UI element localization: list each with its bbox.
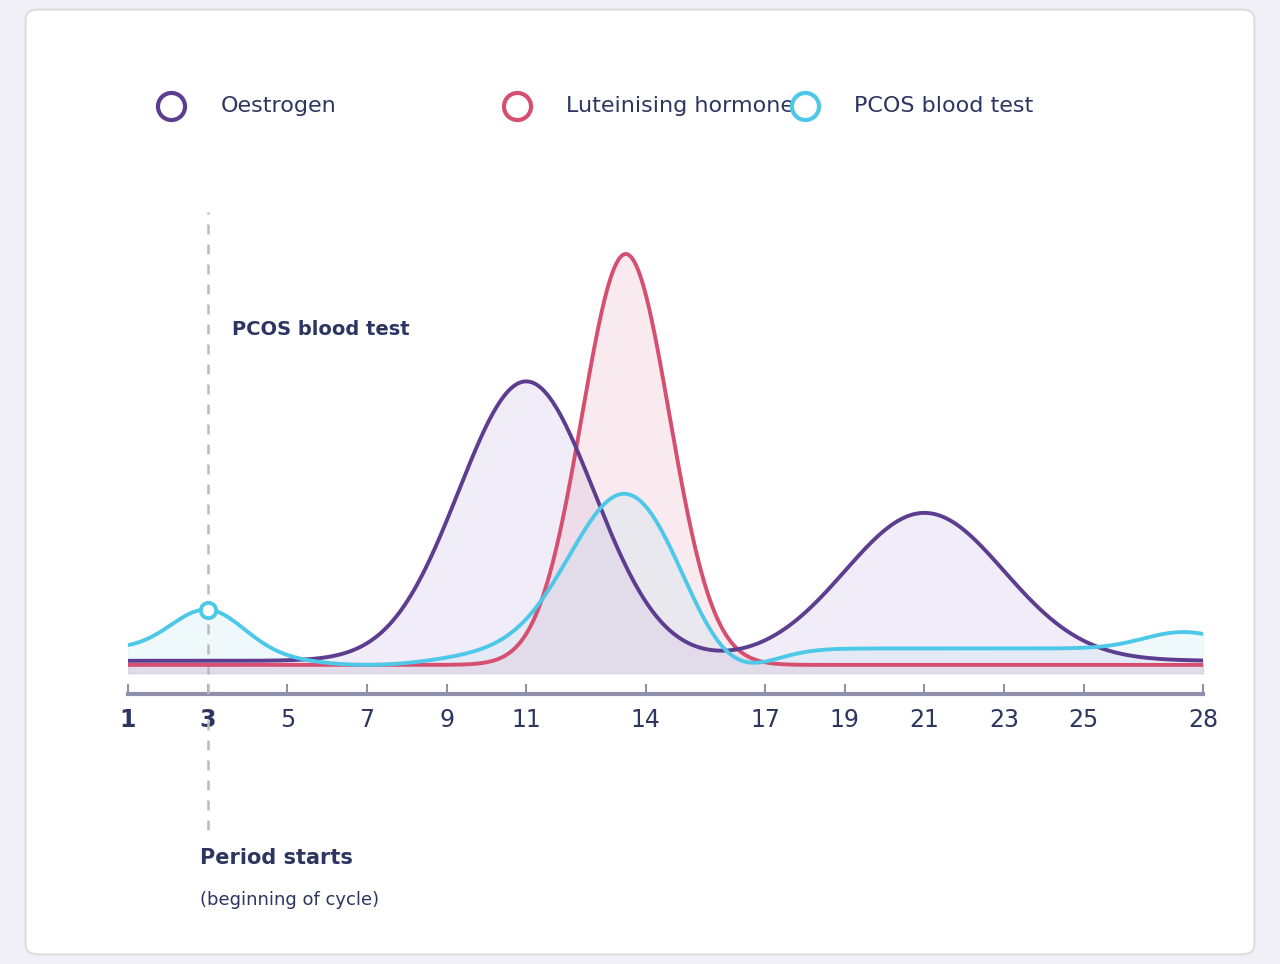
Text: Period starts: Period starts [200, 847, 352, 868]
Text: Oestrogen: Oestrogen [221, 96, 337, 116]
Text: (beginning of cycle): (beginning of cycle) [200, 891, 379, 909]
Text: PCOS blood test: PCOS blood test [855, 96, 1034, 116]
FancyBboxPatch shape [26, 10, 1254, 954]
Point [795, 98, 815, 114]
Text: Luteinising hormone: Luteinising hormone [566, 96, 795, 116]
Point [161, 98, 182, 114]
Point [507, 98, 527, 114]
Text: PCOS blood test: PCOS blood test [232, 320, 410, 339]
